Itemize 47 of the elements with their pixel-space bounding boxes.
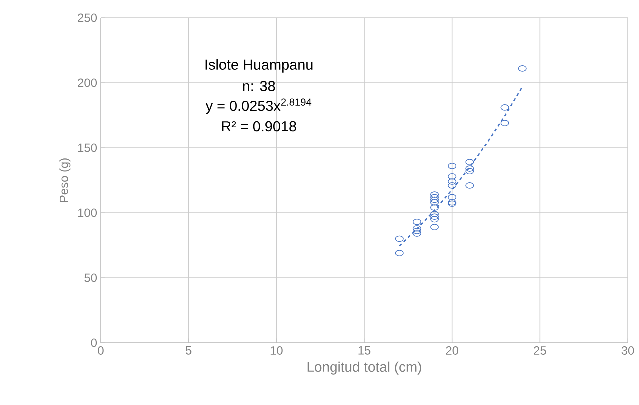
point (448, 178, 457, 185)
x-tick-label: 30 (622, 346, 634, 355)
point (412, 225, 422, 232)
point (430, 211, 440, 218)
point (448, 163, 457, 170)
point (448, 173, 457, 180)
y-tick-label: 50 (84, 274, 98, 282)
y-tick-label: 150 (78, 144, 98, 152)
point (430, 194, 440, 201)
point (448, 194, 457, 201)
x-tick-label: 15 (358, 346, 371, 355)
x-tick-label: 5 (186, 346, 192, 355)
point (500, 120, 510, 126)
point (448, 182, 457, 189)
y-tick-label: 250 (78, 14, 98, 22)
point (412, 218, 422, 226)
point (466, 166, 474, 172)
x-tick-label: 10 (270, 346, 283, 355)
x-tick-label: 20 (446, 346, 459, 355)
y-tick-label: 100 (78, 208, 98, 218)
x-tick-label: 0 (98, 346, 104, 355)
point (395, 250, 404, 256)
point (430, 216, 440, 223)
point (518, 66, 527, 72)
point (466, 182, 474, 189)
x-axis-title: Longitud total (cm) (308, 362, 422, 375)
annotation: n: 38 (243, 81, 276, 92)
point (430, 214, 440, 220)
y-tick-label: 200 (78, 78, 98, 88)
y-axis-title: Peso (g) (60, 158, 71, 202)
x-tick-label: 25 (534, 346, 546, 355)
point (430, 224, 440, 230)
y-tick-label: 0 (91, 338, 98, 348)
point (430, 196, 440, 204)
line-series (398, 86, 524, 247)
point (412, 230, 422, 237)
point (430, 204, 440, 211)
point (430, 199, 440, 206)
annotation: R² = 0.9018 (222, 121, 296, 132)
point (466, 159, 474, 166)
point (430, 192, 440, 198)
point (412, 228, 422, 234)
point (395, 236, 404, 242)
annotation: Islote Huampanu (206, 59, 313, 73)
annotation: y = 0.0253x$^{2.8194}$ (206, 98, 312, 114)
point (466, 168, 474, 175)
point (500, 104, 510, 111)
